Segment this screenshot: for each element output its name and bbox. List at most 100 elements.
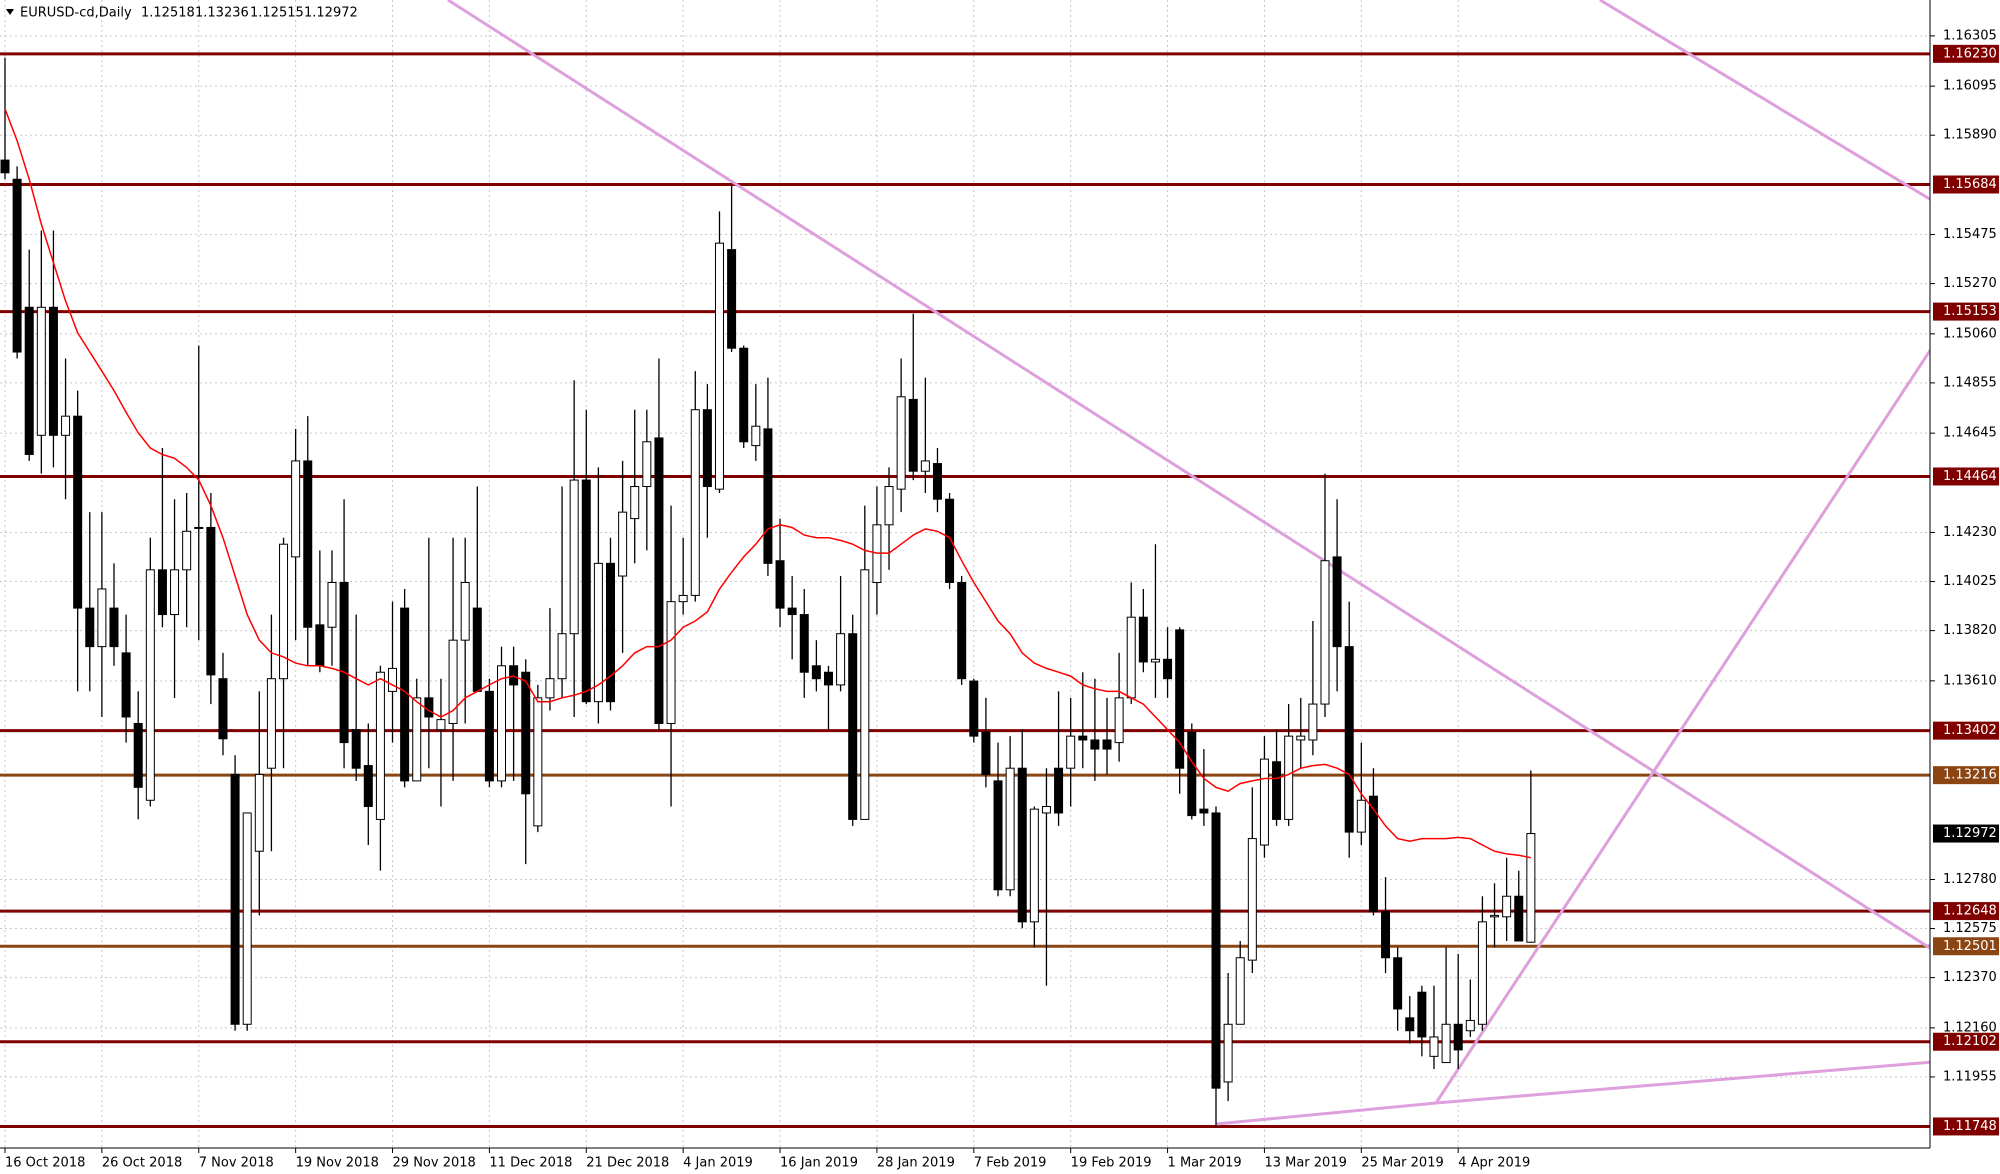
level-label-box: [1933, 1032, 1999, 1051]
candle-body: [1417, 991, 1427, 1038]
candle-body: [1138, 616, 1148, 663]
candle-body: [1308, 703, 1318, 741]
candle-body: [133, 722, 143, 788]
header: EURUSD-cd,Daily 1.12518 1.13236 1.12515 …: [6, 6, 358, 21]
candle-body: [327, 581, 337, 628]
candle-body: [1296, 735, 1306, 741]
candle-body: [1211, 812, 1221, 1089]
candle-body: [787, 607, 797, 616]
candle-body: [484, 690, 494, 782]
y-tick-label: 1.16095: [1943, 79, 1997, 94]
level-label-box: [1933, 467, 1999, 486]
candle-body: [545, 678, 555, 699]
ohlc-close: 1.12972: [304, 6, 358, 21]
candle-body: [630, 486, 640, 520]
candle-body: [1005, 767, 1015, 891]
candle-body: [121, 652, 131, 718]
trend-line: [1434, 347, 1930, 1104]
level-label: 1.11748: [1943, 1119, 1997, 1134]
candle-body: [1368, 795, 1378, 913]
level-label: 1.12102: [1943, 1034, 1997, 1049]
candle-body: [1502, 895, 1512, 918]
candle-body: [860, 569, 870, 820]
x-tick-label: 28 Jan 2019: [877, 1156, 955, 1171]
level-label: 1.16230: [1943, 46, 1997, 61]
candle-body: [823, 671, 833, 686]
candle-body: [497, 665, 507, 782]
candle-body: [1405, 1017, 1415, 1032]
candle-body: [1477, 921, 1487, 1025]
candle-body: [1126, 616, 1136, 699]
candle-body: [460, 581, 470, 641]
candle-body: [1332, 556, 1342, 648]
y-tick-label: 1.12370: [1943, 970, 1997, 985]
candle-body: [375, 671, 385, 820]
candle-body: [97, 588, 107, 648]
candle-body: [1490, 914, 1500, 918]
y-tick-label: 1.15270: [1943, 276, 1997, 291]
candle-body: [109, 607, 119, 648]
candle-body: [618, 511, 628, 577]
y-tick-label: 1.14645: [1943, 426, 1997, 441]
candle-body: [1090, 739, 1100, 750]
moving-average-line: [4, 108, 1532, 859]
level-label: 1.15684: [1943, 177, 1997, 192]
level-label: 1.15153: [1943, 304, 1997, 319]
candle-body: [1514, 895, 1524, 942]
candle-body: [1223, 1023, 1233, 1083]
candle-body: [1526, 833, 1536, 943]
candle-body: [73, 415, 83, 609]
price-labels: 1.16305 1.16095 1.15890 1.15475 1.15270 1.150…: [1930, 28, 1999, 1136]
candle-body: [908, 398, 918, 472]
candle-body: [969, 680, 979, 737]
y-tick-label: 1.14025: [1943, 574, 1997, 589]
level-label-box: [1933, 1117, 1999, 1136]
candle-body: [291, 460, 301, 558]
candle-body: [24, 306, 34, 455]
candle-body: [315, 624, 325, 667]
candle-body: [533, 697, 543, 827]
candle-body: [690, 409, 700, 596]
candle-body: [1235, 957, 1245, 1025]
x-tick-label: 11 Dec 2018: [489, 1156, 572, 1171]
level-label: 1.13216: [1943, 768, 1997, 783]
x-tick-label: 13 Mar 2019: [1264, 1156, 1346, 1171]
x-tick-label: 25 Mar 2019: [1361, 1156, 1443, 1171]
x-tick-label: 19 Feb 2019: [1071, 1156, 1152, 1171]
candle-body: [581, 479, 591, 703]
axes: 16 Oct 2018 26 Oct 2018 7 Nov 2018 19 Nov 2…: [0, 0, 1931, 1171]
trend-line: [1215, 1060, 1930, 1126]
candle-body: [218, 678, 228, 740]
level-label: 1.12648: [1943, 904, 1997, 919]
y-tick-label: 1.12160: [1943, 1020, 1997, 1035]
x-tick-label: 26 Oct 2018: [102, 1156, 182, 1171]
candle-body: [1272, 761, 1282, 820]
candle-body: [157, 569, 167, 616]
trend-lines: [447, 0, 1930, 1126]
candle-body: [993, 780, 1003, 891]
level-label-box: [1933, 302, 1999, 321]
candle-body: [739, 347, 749, 443]
level-label-box: [1933, 721, 1999, 740]
candle-body: [896, 396, 906, 490]
candle-body: [1320, 560, 1330, 705]
candle-body: [727, 249, 737, 349]
x-tick-label: 7 Nov 2018: [199, 1156, 274, 1171]
level-label-box: [1933, 44, 1999, 63]
candle-body: [920, 460, 930, 472]
candle-body: [266, 678, 276, 769]
candle-body: [424, 697, 434, 718]
y-tick-label: 1.12575: [1943, 921, 1997, 936]
y-tick-label: 1.14230: [1943, 525, 1997, 540]
candle-body: [702, 409, 712, 488]
candle-body: [666, 601, 676, 724]
candle-body: [206, 526, 216, 676]
y-tick-label: 1.16305: [1943, 28, 1997, 43]
candle-body: [1054, 767, 1064, 814]
candle-body: [932, 463, 942, 500]
candle-body: [1356, 799, 1366, 833]
candle-body: [1381, 911, 1391, 959]
trend-line: [447, 0, 1930, 950]
y-tick-label: 1.15475: [1943, 227, 1997, 242]
y-tick-label: 1.14855: [1943, 375, 1997, 390]
